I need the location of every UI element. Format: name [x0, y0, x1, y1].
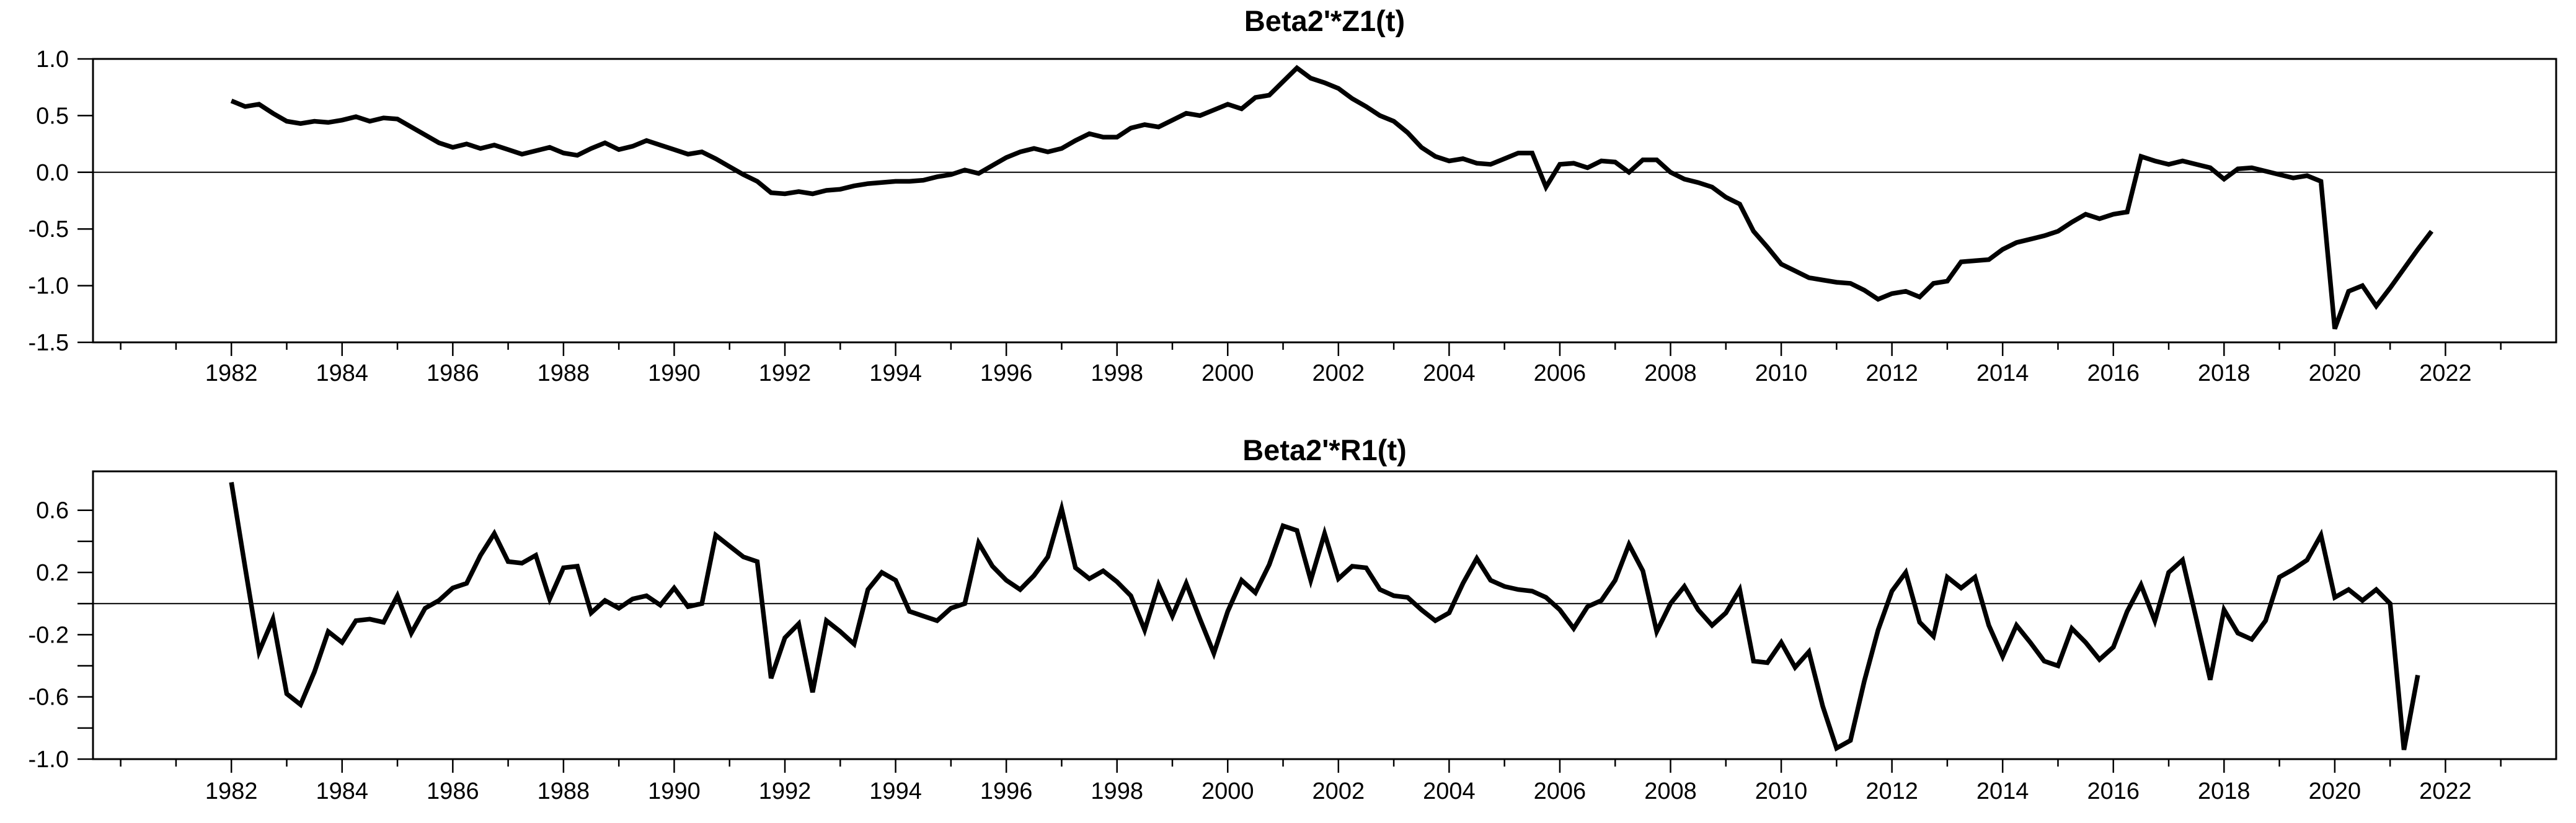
x-tick-label: 1994 [869, 360, 922, 386]
x-tick-label: 1982 [205, 778, 258, 804]
x-tick-label: 1992 [759, 360, 812, 386]
y-tick-label: 0.5 [36, 103, 69, 129]
x-tick-label: 2014 [1976, 778, 2029, 804]
x-tick-label: 1990 [648, 778, 701, 804]
x-tick-label: 1990 [648, 360, 701, 386]
x-tick-label: 2020 [2309, 778, 2361, 804]
x-tick-label: 2006 [1534, 778, 1587, 804]
y-tick-label: 0.2 [36, 560, 69, 586]
y-tick-label: -0.6 [29, 685, 69, 711]
x-tick-label: 1994 [869, 778, 922, 804]
y-tick-label: 0.6 [36, 498, 69, 524]
x-tick-label: 1988 [538, 778, 590, 804]
chart-title-r1: Beta2'*R1(t) [1242, 434, 1407, 466]
x-tick-label: 2002 [1312, 778, 1365, 804]
x-tick-label: 2004 [1423, 360, 1476, 386]
x-tick-label: 2016 [2087, 360, 2140, 386]
x-tick-label: 2018 [2198, 360, 2251, 386]
x-tick-label: 1998 [1091, 778, 1143, 804]
y-tick-label: -1.0 [29, 274, 69, 300]
plot-frame [92, 470, 2557, 760]
y-tick-labels: 1.0 0.5 0.0 -0.5 -1.0 -1.5 [29, 47, 69, 356]
x-tick-label: 1982 [205, 360, 258, 386]
y-tick-labels: 0.6 0.2 -0.2 -0.6 -1.0 [29, 498, 69, 773]
chart-title-z1: Beta2'*Z1(t) [1244, 4, 1405, 37]
x-tick-label: 2012 [1866, 360, 1918, 386]
x-tick-label: 2008 [1644, 778, 1697, 804]
x-tick-label: 1996 [980, 360, 1033, 386]
x-tick-labels: 1982 1984 1986 1988 1990 1992 1994 1996 1998 2000… [205, 778, 2472, 804]
x-tick-label: 2006 [1534, 360, 1587, 386]
x-tick-labels: 1982 1984 1986 1988 1990 1992 1994 1996 1998 2000… [205, 360, 2472, 386]
x-tick-label: 1986 [427, 778, 479, 804]
x-tick-label: 1984 [316, 360, 368, 386]
x-tick-label: 2014 [1976, 360, 2029, 386]
x-tick-label: 2018 [2198, 778, 2251, 804]
x-tick-label: 2004 [1423, 778, 1476, 804]
x-tick-label: 2008 [1644, 360, 1697, 386]
x-tick-label: 2022 [2419, 778, 2472, 804]
y-tick-label: -1.0 [29, 747, 69, 773]
plot-z1: 1.0 0.5 0.0 -0.5 -1.0 -1.5 1982 1984 1986 1988 199… [29, 47, 2557, 386]
plot-frame [92, 58, 2557, 344]
x-tick-label: 1998 [1091, 360, 1143, 386]
x-axis-ticks [120, 759, 2502, 773]
x-tick-label: 1984 [316, 778, 368, 804]
y-tick-label: -0.2 [29, 622, 69, 648]
x-tick-label: 1996 [980, 778, 1033, 804]
x-tick-label: 2010 [1755, 360, 1808, 386]
x-tick-label: 2000 [1202, 360, 1254, 386]
x-axis-ticks [120, 342, 2502, 356]
x-tick-label: 2000 [1202, 778, 1254, 804]
x-tick-label: 2016 [2087, 778, 2140, 804]
x-tick-label: 1992 [759, 778, 812, 804]
x-tick-label: 2012 [1866, 778, 1918, 804]
y-axis-ticks [77, 509, 93, 760]
x-tick-label: 2020 [2309, 360, 2361, 386]
x-tick-label: 2010 [1755, 778, 1808, 804]
x-tick-label: 2002 [1312, 360, 1365, 386]
x-tick-label: 1988 [538, 360, 590, 386]
x-tick-label: 1986 [427, 360, 479, 386]
y-tick-label: -0.5 [29, 216, 69, 242]
series-line [229, 482, 2420, 752]
x-tick-label: 2022 [2419, 360, 2472, 386]
series-line [230, 65, 2434, 330]
y-axis-ticks [77, 58, 93, 344]
y-tick-label: 0.0 [36, 160, 69, 186]
y-tick-label: 1.0 [36, 47, 69, 73]
y-tick-label: -1.5 [29, 330, 69, 356]
